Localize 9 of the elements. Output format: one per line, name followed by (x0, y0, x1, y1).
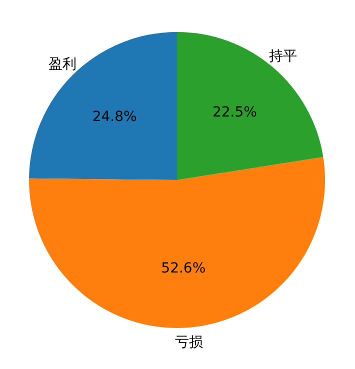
data-label: 52.6% (161, 260, 206, 277)
data-label: 24.8% (92, 108, 137, 125)
pie-slice (177, 32, 324, 180)
pie-slice (29, 157, 325, 328)
data-label: 22.5% (212, 104, 257, 121)
slice-label: 持平 (268, 48, 297, 64)
slice-label: 盈利 (48, 56, 77, 72)
slice-label: 亏损 (174, 334, 203, 350)
pie-slice (29, 32, 177, 180)
